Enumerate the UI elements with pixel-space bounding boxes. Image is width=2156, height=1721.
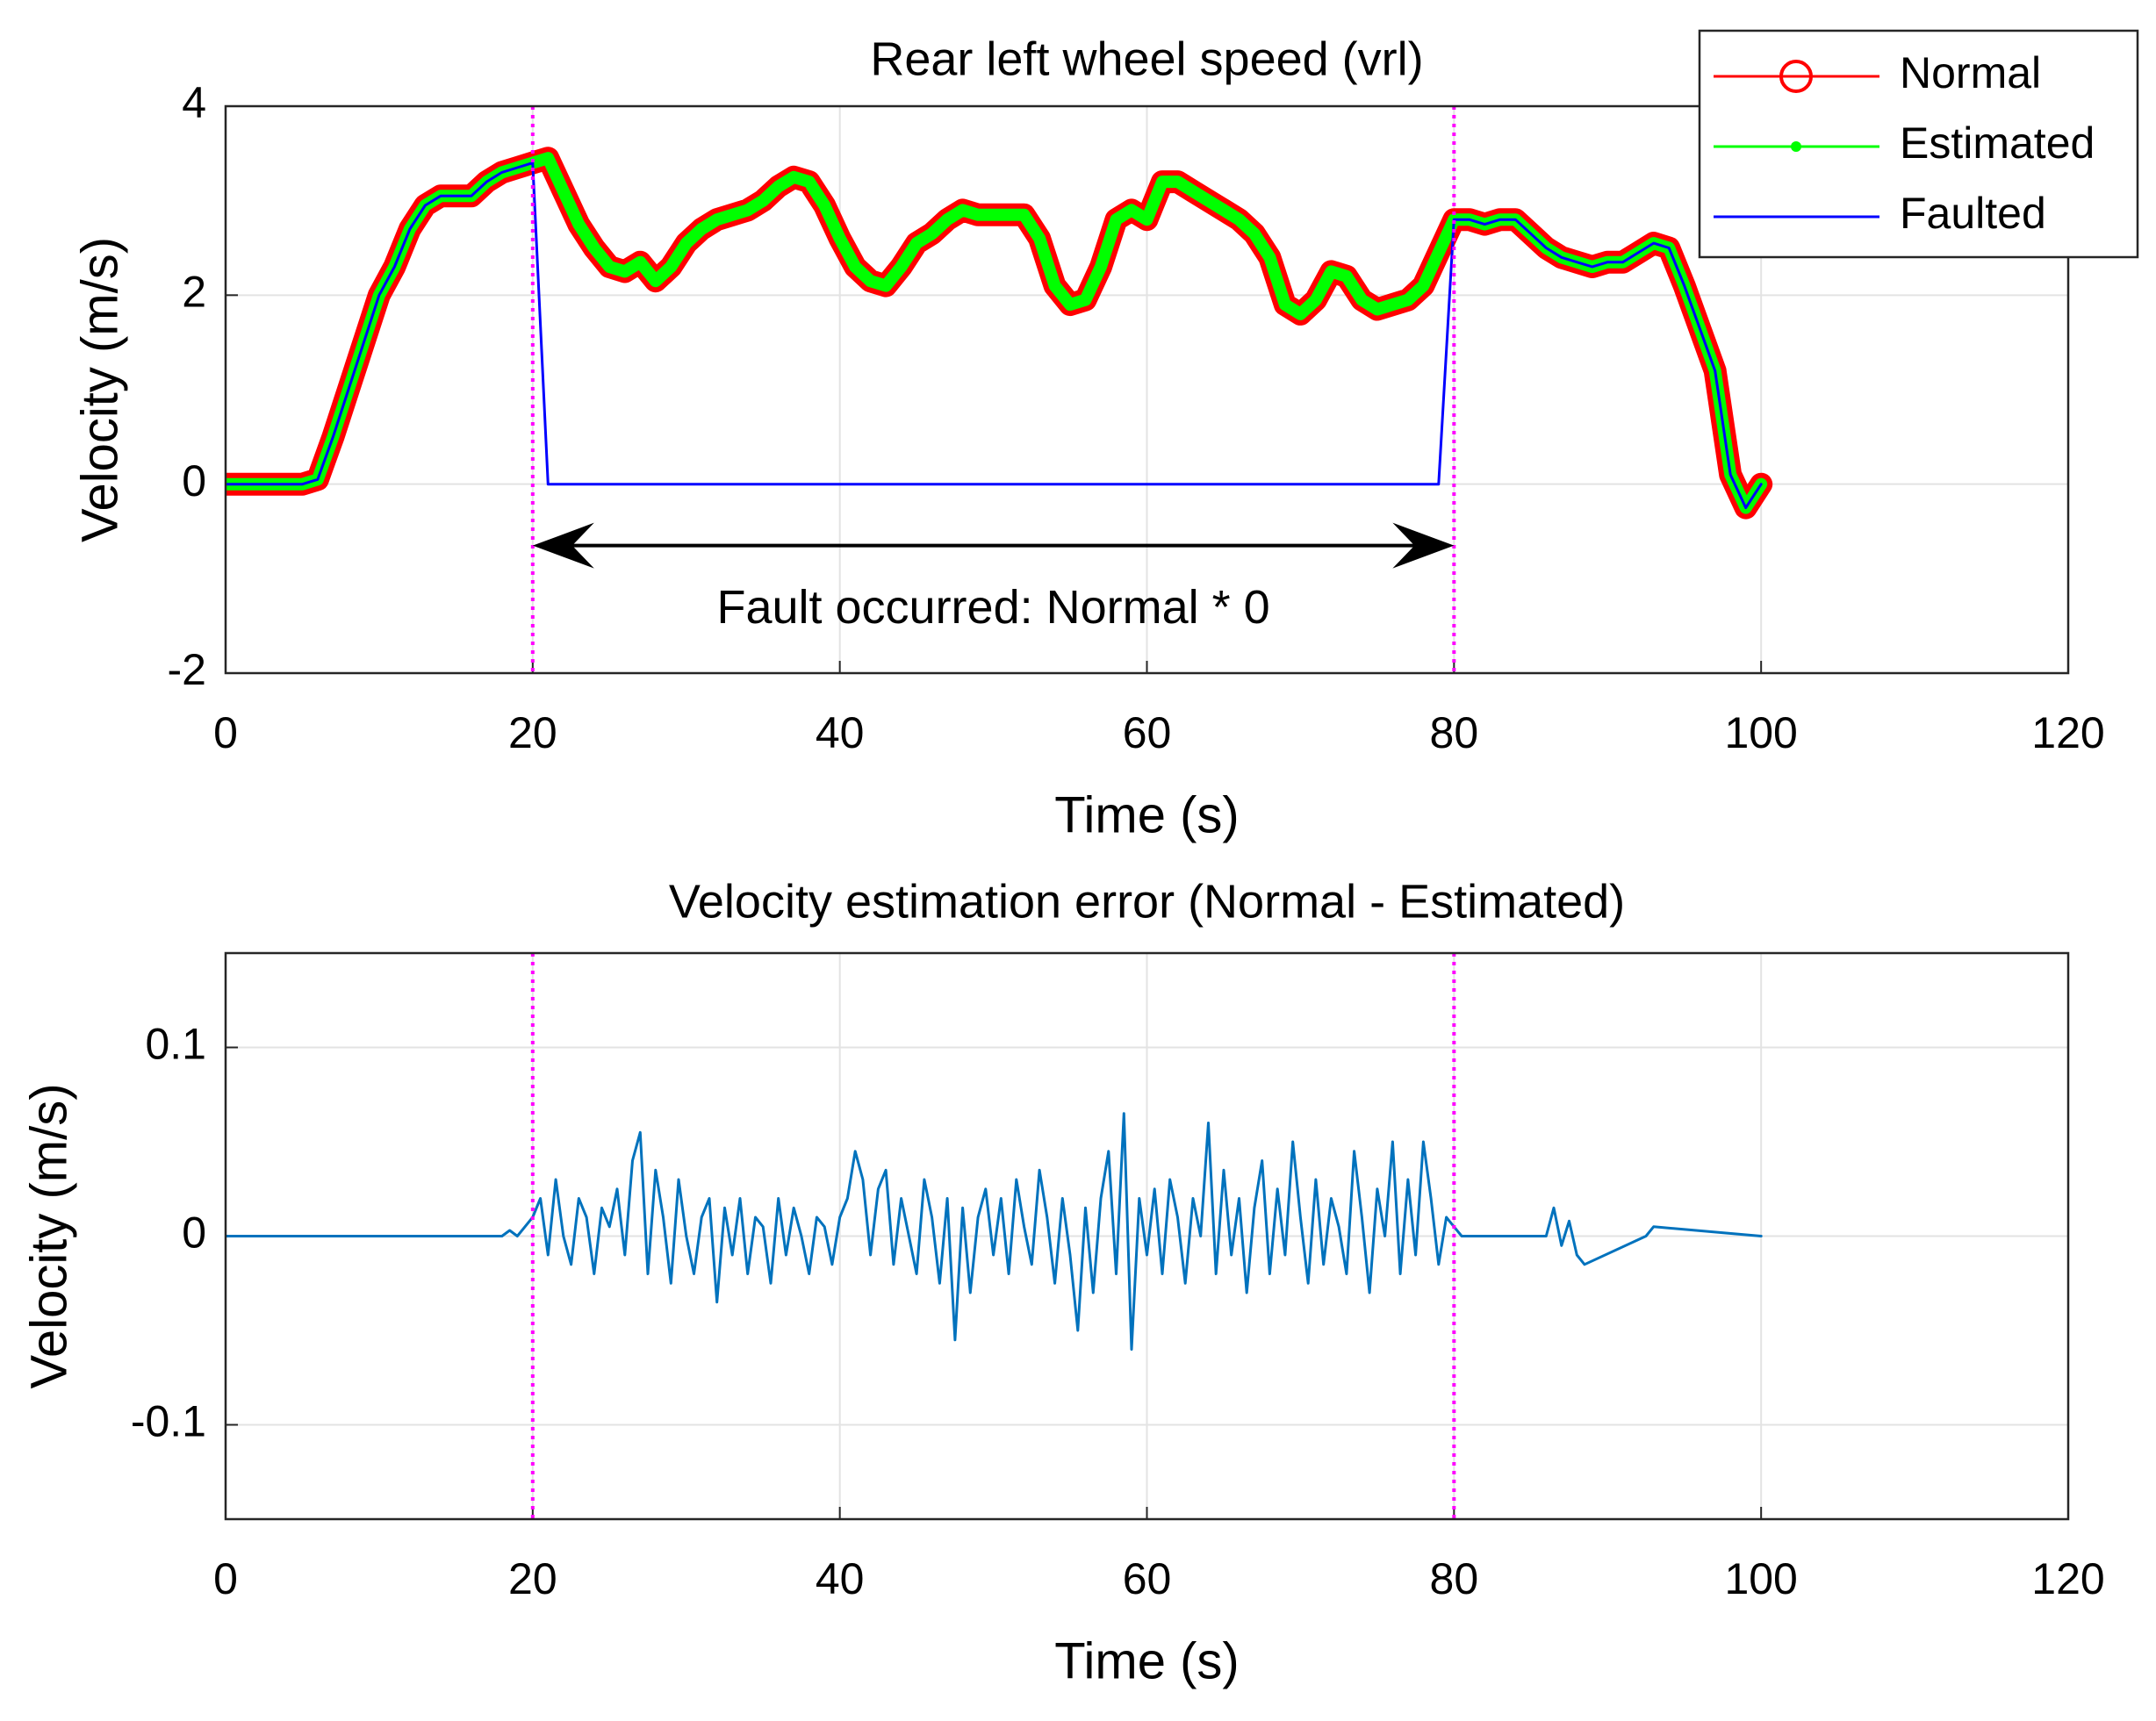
axes-frame	[224, 104, 2070, 675]
y-tick-label: 0.1	[145, 1020, 206, 1069]
x-tick-label: 80	[1430, 1554, 1479, 1603]
x-tick-label: 20	[508, 1554, 557, 1603]
x-tick-label: 0	[213, 1554, 238, 1603]
x-axis-label: Time (s)	[1054, 1632, 1239, 1689]
x-axis-label: Time (s)	[1054, 786, 1239, 843]
legend-marker	[1791, 141, 1801, 152]
x-tick-label: 80	[1430, 708, 1479, 757]
chart-title: Velocity estimation error (Normal - Esti…	[669, 875, 1625, 928]
plot-area	[226, 1112, 1763, 1351]
legend-label: Normal	[1900, 48, 2041, 97]
arrow-head	[532, 522, 594, 569]
series-line	[226, 161, 1763, 510]
y-tick-label: 0	[182, 456, 206, 506]
legend-box	[1698, 29, 2139, 259]
y-tick-label: -0.1	[131, 1397, 206, 1446]
x-tick-label: 40	[816, 1554, 865, 1603]
x-tick-label: 100	[1724, 1554, 1797, 1603]
y-axis-label: Velocity (m/s)	[20, 1083, 77, 1388]
legend-marker	[1779, 60, 1813, 93]
legend-label: Faulted	[1900, 189, 2046, 238]
annotation-text: Fault occurred: Normal * 0	[716, 581, 1269, 634]
x-tick-label: 60	[1123, 708, 1172, 757]
x-tick-label: 120	[2031, 1554, 2104, 1603]
y-tick-label: 0	[182, 1208, 206, 1258]
chart-title: Rear left wheel speed (vrl)	[870, 32, 1423, 85]
axes-frame	[224, 951, 2070, 1521]
arrow-head	[1392, 522, 1455, 569]
x-tick-label: 0	[213, 708, 238, 757]
y-tick-label: -2	[168, 645, 206, 694]
y-axis-label: Velocity (m/s)	[71, 237, 128, 542]
series-line	[226, 1112, 1763, 1351]
x-tick-label: 100	[1724, 708, 1797, 757]
plot-area	[226, 147, 1773, 520]
x-tick-label: 60	[1123, 1554, 1172, 1603]
y-tick-label: 2	[182, 268, 206, 317]
x-tick-label: 20	[508, 708, 557, 757]
legend-label: Estimated	[1900, 118, 2095, 168]
x-tick-label: 40	[816, 708, 865, 757]
x-tick-label: 120	[2031, 708, 2104, 757]
y-tick-label: 4	[182, 78, 206, 127]
